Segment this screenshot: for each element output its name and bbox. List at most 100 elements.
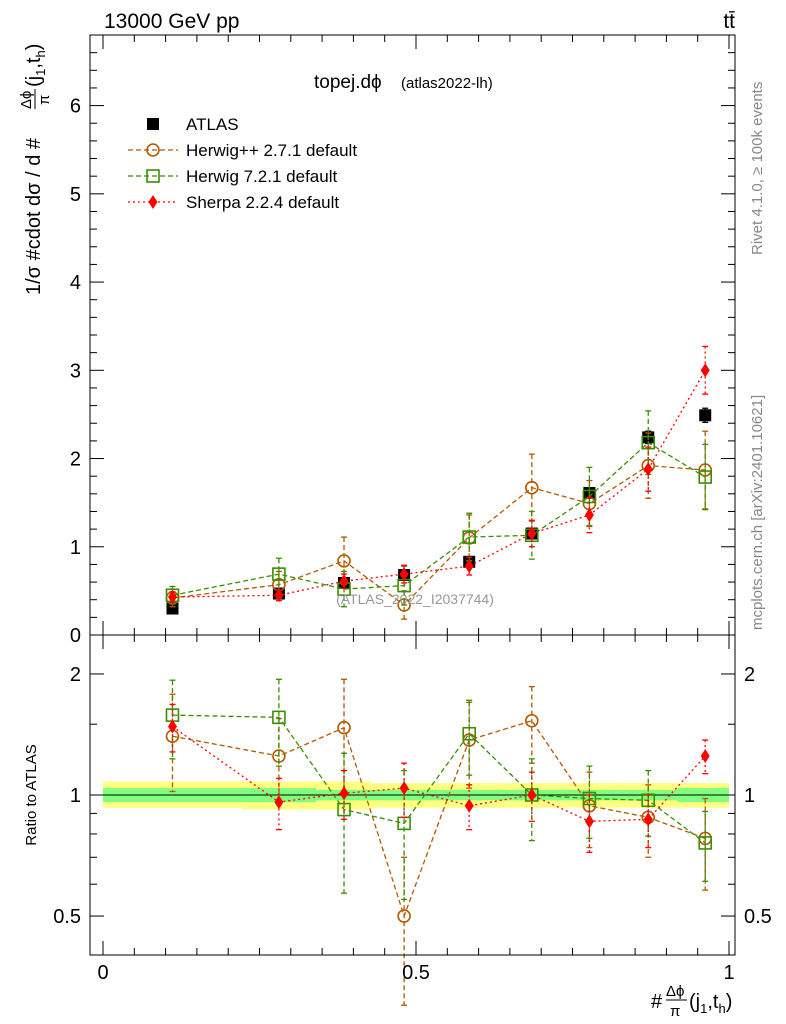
main-y-tick-label: 6 (70, 96, 81, 118)
ylabel-sub1: 1 (33, 69, 48, 76)
ratio-series-2-point (584, 814, 594, 829)
process-label: tt̄ (723, 10, 735, 33)
xlabel-sub2: h (718, 1001, 725, 1016)
main-series-0 (166, 407, 712, 615)
svg-text:1/σ #cdot dσ / d #: 1/σ #cdot dσ / d # (23, 137, 45, 295)
main-series-3-point (527, 526, 537, 541)
main-y-tick-label: 5 (70, 184, 81, 206)
legend-label-3: Sherpa 2.2.4 default (186, 193, 339, 212)
legend-label-0: ATLAS (186, 115, 239, 134)
main-marks (165, 345, 713, 620)
legend-label-2: Herwig 7.2.1 default (186, 167, 337, 186)
main-y-tick-label: 2 (70, 449, 81, 471)
main-series-2-point (462, 530, 477, 544)
ylabel-den: π (36, 95, 53, 105)
ratio-series-1-point (582, 791, 597, 806)
ratio-y-axis-label: Ratio to ATLAS (23, 744, 40, 845)
ratio-axes: 0.5 0.5 1 1 2 2 0 0.5 1 (53, 635, 772, 984)
ratio-series-1-point (462, 726, 477, 741)
legend: ATLAS Herwig++ 2.7.1 default Herwig 7.2.1 … (128, 115, 357, 212)
ratio-series-2-point (167, 719, 177, 734)
main-series-3-point (399, 567, 409, 582)
main-series-3-point (643, 462, 653, 477)
main-series-3-point (700, 363, 710, 378)
main-series-3-line (172, 369, 706, 598)
legend-label-1: Herwig++ 2.7.1 default (186, 141, 357, 160)
ratio-y-tick-label-right: 2 (744, 664, 755, 686)
main-series-2-point (698, 470, 713, 484)
legend-marker-2 (146, 169, 160, 183)
xlabel-den: π (670, 1003, 680, 1020)
x-tick-label: 1 (723, 962, 734, 984)
main-series-0-point (699, 409, 712, 422)
svg-text:(j1,th): (j1,th) (689, 991, 732, 1016)
xlabel-sub1: 1 (700, 1001, 707, 1016)
ratio-series-2-point (464, 798, 474, 813)
ratio-panel: 0.5 0.5 1 1 2 2 0 0.5 1 Ratio to ATLAS # Δϕ π (j… (23, 634, 772, 1020)
main-axes: 0 1 2 3 4 5 6 (70, 35, 735, 647)
ratio-y-tick-label: 2 (70, 664, 81, 686)
svg-text:(j1,th): (j1,th) (23, 44, 48, 87)
ylabel-mid: ,t (23, 57, 45, 69)
ratio-frame (89, 634, 736, 956)
xlabel-num: Δϕ (666, 983, 684, 1000)
ratio-series-0-line (172, 719, 706, 919)
x-axis-label: # Δϕ π (j1,th) (651, 983, 732, 1020)
main-series-3-point (339, 574, 349, 589)
ylabel-prefix: 1/σ #cdot dσ / d # (23, 137, 45, 295)
main-series-1-point (337, 554, 351, 568)
main-series-0-point (166, 602, 179, 615)
ratio-series-2-point (274, 795, 284, 810)
main-y-tick-label: 3 (70, 360, 81, 382)
main-series-1-point (525, 480, 539, 495)
main-series-3-point (167, 590, 177, 605)
mcplots-label: mcplots.cern.ch [arXiv:2401.10621] (749, 395, 766, 630)
main-series-3 (167, 345, 710, 605)
legend-marker-3 (148, 195, 158, 209)
ratio-series-2-point (527, 788, 537, 802)
ratio-series-2 (167, 703, 710, 854)
main-y-tick-label: 0 (70, 625, 81, 647)
x-tick-label: 0 (97, 962, 108, 984)
ratio-series-1-line (172, 714, 706, 844)
ratio-series-0-point (525, 713, 539, 728)
ratio-series-1-point (698, 836, 713, 850)
main-series-2-line (172, 441, 706, 596)
main-series-2-point (272, 567, 286, 581)
xlabel-prefix: # (651, 991, 663, 1013)
ratio-series-1-point (272, 710, 286, 725)
ratio-series-0-point (337, 720, 351, 735)
ratio-series-2-line (172, 726, 706, 822)
ratio-y-tick-label-right: 0.5 (744, 906, 772, 928)
ratio-series-2-point (643, 812, 653, 827)
ylabel-suffix: (j (23, 76, 45, 87)
legend-marker-0 (147, 118, 159, 130)
energy-label: 13000 GeV pp (104, 10, 239, 33)
main-series-2 (165, 410, 713, 608)
main-series-3-point (274, 588, 284, 603)
watermark: (ATLAS_2022_I2037744) (336, 591, 494, 607)
ratio-series-1-point (337, 802, 351, 817)
ratio-y-tick-label: 0.5 (53, 906, 81, 928)
main-series-3-point (464, 559, 474, 574)
ylabel-end: ) (23, 44, 45, 51)
rivet-label: Rivet 4.1.0, ≥ 100k events (749, 82, 766, 255)
main-y-tick-label: 4 (70, 272, 81, 294)
ratio-marks (165, 678, 713, 1006)
xlabel-suffix: (j (689, 991, 700, 1013)
main-panel: 0 1 2 3 4 5 6 topej.dϕ (atlas2022-lh) (ATLAS_2… (18, 34, 736, 647)
main-title: topej.dϕ (314, 72, 382, 93)
ratio-y-tick-label: 1 (70, 785, 81, 807)
main-y-tick-label: 1 (70, 537, 81, 559)
main-y-axis-label: 1/σ #cdot dσ / d # Δϕ π (j1,th) (18, 44, 53, 295)
ratio-series-2-point (339, 786, 349, 801)
ylabel-num: Δϕ (18, 91, 35, 109)
ratio-series-2-point (700, 749, 710, 764)
ratio-series-2-point (399, 781, 409, 796)
ratio-series-0-point (397, 909, 411, 923)
xlabel-mid: ,t (707, 991, 719, 1013)
ratio-y-tick-label-right: 1 (744, 785, 755, 807)
xlabel-end: ) (726, 991, 733, 1013)
ratio-series-0 (165, 678, 713, 1006)
